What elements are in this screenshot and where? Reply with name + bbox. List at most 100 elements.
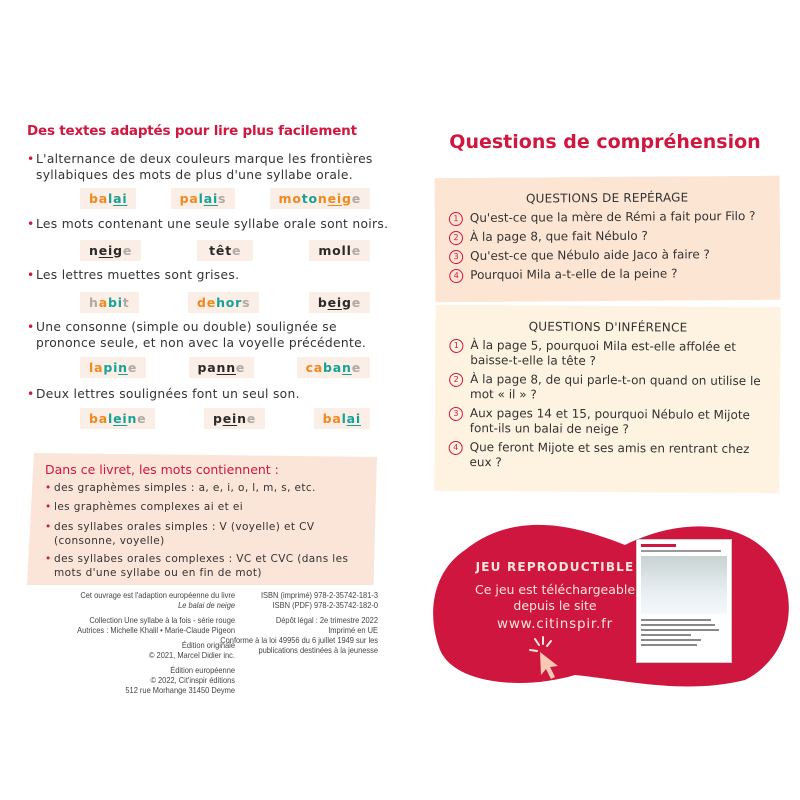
question-item: 3 Aux pages 14 et 15, pourquoi Nébulo et …: [448, 406, 766, 438]
question-item: 2 À la page 8, que fait Nébulo ?: [448, 228, 766, 246]
question-number: 1: [449, 338, 464, 353]
rule-text: Deux lettres soulignées font un seul son…: [27, 387, 397, 403]
word-segment: e: [137, 411, 147, 426]
credit-line: Autrices : Michelle Khalil • Marie-Claud…: [77, 625, 235, 635]
example-word: lapine: [80, 357, 147, 378]
question-text: Qu'est-ce que Nébulo aide Jaco à faire ?: [470, 247, 710, 263]
word-segment: l: [107, 411, 114, 426]
word-segment: e: [351, 243, 361, 258]
word-segment: pi: [103, 360, 119, 375]
contents-item: des syllabes orales complexes : VC et CV…: [45, 552, 375, 580]
credits-right: ISBN (imprimé) 978-2-35742-181-3 ISBN (PD…: [200, 590, 378, 655]
word-segment: g: [341, 191, 352, 206]
word-segment: n: [127, 411, 138, 426]
question-number: 3: [449, 250, 464, 265]
word-segment: n: [89, 243, 99, 258]
game-url-link[interactable]: www.citinspir.fr: [496, 616, 613, 632]
word-segment: e: [351, 191, 361, 206]
word-segment: p: [212, 411, 223, 426]
question-item: 3 Qu'est-ce que Nébulo aide Jaco à faire …: [449, 247, 766, 265]
rule-text: Les lettres muettes sont grises.: [27, 268, 397, 284]
word-segment: e: [246, 411, 257, 426]
example-word: tête: [197, 240, 254, 261]
word-segment: t: [122, 295, 130, 310]
credit-line: ISBN (PDF) 978-2-35742-182-0: [272, 600, 378, 610]
example-words: baleine peine balai: [80, 408, 370, 429]
example-word: balai: [80, 188, 137, 209]
word-segment: n: [342, 360, 352, 375]
word-segment: a: [98, 295, 108, 310]
question-item: 2 À la page 8, de qui parle-t-on quand on…: [449, 372, 766, 404]
rule-text: Les mots contenant une seule syllabe ora…: [27, 217, 397, 233]
question-text: À la page 8, de qui parle-t-on quand on …: [469, 372, 761, 402]
word-segment: bi: [107, 295, 123, 310]
credit-line: Conforme à la loi 49956 du 6 juillet 194…: [220, 635, 378, 645]
question-item: 1 Qu'est-ce que la mère de Rémi a fait po…: [448, 209, 766, 227]
word-segment: moll: [318, 243, 352, 258]
game-text-2: depuis le site: [513, 598, 597, 613]
question-number: 4: [449, 269, 464, 284]
reperage-box: QUESTIONS DE REPÉRAGE 1 Qu'est-ce que la …: [434, 175, 781, 303]
question-text: À la page 5, pourquoi Mila est-elle affo…: [470, 338, 737, 368]
word-segment: e: [127, 360, 138, 375]
contents-item: des syllabes orales simples : V (voyelle…: [45, 520, 375, 548]
word-segment: l: [341, 411, 347, 426]
credit-line: Édition européenne: [170, 665, 235, 675]
credit-line: Dépôt légal : 2e trimestre 2022: [275, 615, 378, 625]
word-segment: g: [113, 243, 123, 258]
reperage-title: QUESTIONS DE REPÉRAGE: [525, 190, 689, 206]
word-segment: s: [242, 295, 251, 310]
word-segment: têt: [209, 243, 232, 258]
example-word: cabane: [296, 357, 370, 378]
word-segment: ei: [98, 243, 114, 258]
word-segment: ai: [113, 191, 128, 206]
question-text: Aux pages 14 et 15, pourquoi Nébulo et M…: [469, 406, 751, 437]
question-number: 1: [448, 212, 463, 227]
credit-line: Imprimé en UE: [328, 625, 378, 635]
credit-line: 512 rue Morhange 31450 Deyme: [125, 685, 235, 695]
word-segment: pa: [179, 191, 199, 206]
contents-item: les graphèmes complexes ai et ei: [45, 500, 375, 514]
example-word: palais: [170, 188, 236, 209]
game-text-1: Ce jeu est téléchargeable: [474, 582, 636, 597]
word-segment: ei: [222, 411, 238, 426]
game-worksheet-preview: [636, 539, 732, 663]
word-segment: ai: [346, 411, 361, 426]
example-word: balai: [313, 408, 370, 429]
word-segment: e: [351, 360, 361, 375]
word-segment: e: [351, 295, 361, 310]
credit-line: publications destinées à la jeunesse: [258, 645, 378, 655]
example-word: motoneige: [269, 188, 370, 209]
word-segment: ba: [89, 191, 108, 206]
word-segment: mo: [278, 191, 302, 206]
credits-left: Cet ouvrage est l'adaption européenne du…: [60, 590, 235, 695]
question-number: 4: [448, 440, 463, 455]
question-text: Que feront Mijote et ses amis en rentran…: [469, 440, 750, 470]
credit-line: © 2022, Cit'inspir éditions: [150, 675, 235, 685]
question-number: 2: [449, 372, 464, 387]
word-segment: la: [89, 360, 104, 375]
question-text: Pourquoi Mila a-t-elle de la peine ?: [470, 266, 678, 282]
game-title: JEU REPRODUCTIBLE: [475, 560, 635, 574]
worksheet-illustration: [641, 556, 727, 614]
rule-text: L'alternance de deux couleurs marque les…: [27, 152, 397, 183]
word-segment: ba: [322, 411, 342, 426]
word-segment: de: [197, 295, 217, 310]
question-item: 1 À la page 5, pourquoi Mila est-elle aff…: [449, 338, 766, 370]
credit-line: ISBN (imprimé) 978-2-35742-181-3: [260, 590, 378, 600]
word-segment: l: [198, 191, 204, 206]
word-segment: n: [118, 360, 128, 375]
example-word: baleine: [80, 408, 156, 429]
word-segment: s: [218, 191, 227, 206]
question-item: 4 Pourquoi Mila a-t-elle de la peine ?: [449, 266, 766, 284]
cursor-click-icon: [529, 636, 558, 679]
credit-line: Collection Une syllabe à la fois - série…: [89, 615, 235, 625]
word-segment: b: [317, 295, 328, 310]
example-words: habit dehors beige: [80, 292, 370, 313]
credit-line: Édition originale: [181, 640, 235, 650]
word-segment: ei: [327, 191, 342, 206]
credit-line: © 2021, Marcel Didier inc.: [148, 650, 235, 660]
word-segment: e: [235, 360, 246, 375]
word-segment: to: [301, 191, 318, 206]
rule-text: Une consonne (simple ou double) souligné…: [27, 320, 397, 351]
